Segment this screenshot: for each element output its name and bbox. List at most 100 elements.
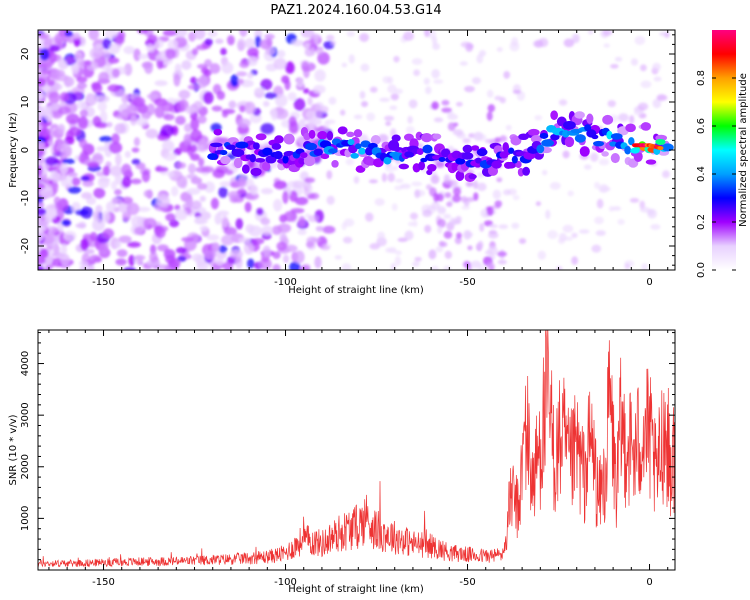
noise-blob — [293, 98, 306, 111]
noise-blob — [518, 238, 527, 244]
noise-blob — [81, 192, 93, 200]
noise-blob — [185, 199, 193, 208]
noise-blob — [314, 69, 326, 82]
noise-blob — [155, 54, 169, 61]
noise-blob — [38, 254, 44, 265]
noise-blob — [178, 89, 191, 100]
band-halo — [455, 170, 465, 182]
noise-blob — [38, 123, 43, 132]
noise-blob — [114, 171, 122, 185]
noise-blob — [512, 194, 520, 201]
noise-blob — [218, 186, 228, 198]
noise-blob — [199, 225, 209, 232]
noise-blob — [220, 47, 227, 56]
noise-blob — [154, 226, 166, 239]
noise-blob — [244, 201, 252, 213]
noise-blob — [272, 263, 281, 270]
noise-blob — [279, 233, 288, 245]
noise-blob — [203, 250, 217, 260]
noise-blob — [102, 37, 112, 50]
noise-blob — [404, 230, 414, 241]
noise-blob — [476, 54, 484, 64]
noise-blob — [256, 207, 264, 216]
noise-blob — [181, 60, 192, 70]
noise-blob — [341, 263, 352, 270]
noise-blob — [59, 91, 70, 102]
noise-blob — [170, 186, 179, 197]
noise-blob — [175, 246, 187, 254]
snr-frame — [37, 329, 676, 571]
noise-blob — [176, 100, 185, 113]
noise-blob — [322, 225, 336, 234]
noise-blob — [558, 99, 568, 106]
noise-blob — [541, 169, 548, 176]
band-core — [661, 143, 674, 152]
noise-blob — [264, 92, 278, 99]
noise-blob — [499, 135, 507, 142]
noise-blob — [633, 109, 644, 116]
noise-blob — [547, 230, 558, 240]
band-halo — [220, 155, 231, 165]
noise-blob — [38, 164, 43, 177]
noise-blob — [310, 46, 316, 56]
noise-blob — [512, 89, 521, 94]
noise-blob — [393, 55, 400, 63]
band-core — [328, 148, 338, 154]
noise-blob — [433, 79, 444, 84]
noise-blob — [307, 119, 315, 132]
noise-blob — [394, 88, 403, 95]
band-halo — [579, 146, 590, 157]
noise-blob — [58, 59, 68, 70]
band-core — [232, 148, 245, 158]
colorbar-tick-label: 0.8 — [696, 70, 707, 86]
noise-blob — [594, 181, 600, 189]
noise-blob — [106, 122, 113, 128]
noise-blob — [204, 181, 215, 193]
noise-blob — [472, 180, 479, 190]
noise-blob — [131, 158, 141, 165]
noise-blob — [424, 30, 430, 38]
noise-blob — [115, 153, 122, 166]
noise-blob — [624, 263, 631, 270]
noise-blob — [309, 192, 320, 200]
noise-blob — [629, 115, 635, 125]
noise-blob — [195, 166, 209, 173]
noise-blob — [44, 156, 59, 166]
noise-blob — [435, 246, 444, 253]
snr-ylabel: SNR (10 * v/v) — [8, 414, 19, 485]
noise-blob — [62, 158, 76, 165]
noise-blob — [387, 84, 397, 94]
noise-blob — [298, 215, 306, 227]
noise-blob — [251, 237, 265, 245]
noise-blob — [435, 161, 445, 168]
noise-blob — [509, 41, 520, 52]
noise-blob — [169, 219, 180, 228]
noise-blob — [618, 113, 629, 122]
noise-blob — [116, 249, 128, 258]
band-halo — [283, 133, 295, 145]
noise-blob — [71, 177, 81, 186]
noise-blob — [486, 262, 495, 270]
noise-blob — [345, 158, 355, 166]
noise-blob — [433, 192, 439, 203]
noise-blob — [164, 248, 172, 256]
noise-blob — [617, 218, 625, 225]
noise-blob — [497, 259, 507, 265]
noise-blob — [662, 170, 670, 179]
noise-blob — [608, 205, 615, 212]
noise-blob — [405, 125, 415, 135]
noise-blob — [146, 103, 156, 116]
noise-blob — [38, 265, 44, 270]
band-halo — [255, 133, 267, 141]
noise-blob — [496, 251, 508, 257]
band-core — [624, 146, 632, 155]
band-halo — [308, 129, 316, 139]
noise-blob — [235, 256, 243, 269]
noise-blob — [411, 181, 423, 187]
noise-blob — [79, 109, 88, 118]
noise-blob — [38, 156, 45, 164]
noise-blob — [187, 163, 196, 174]
band-core — [219, 150, 228, 156]
y-tick-label: 3000 — [20, 402, 31, 427]
spectrogram-xlabel: Height of straight line (km) — [288, 285, 424, 296]
